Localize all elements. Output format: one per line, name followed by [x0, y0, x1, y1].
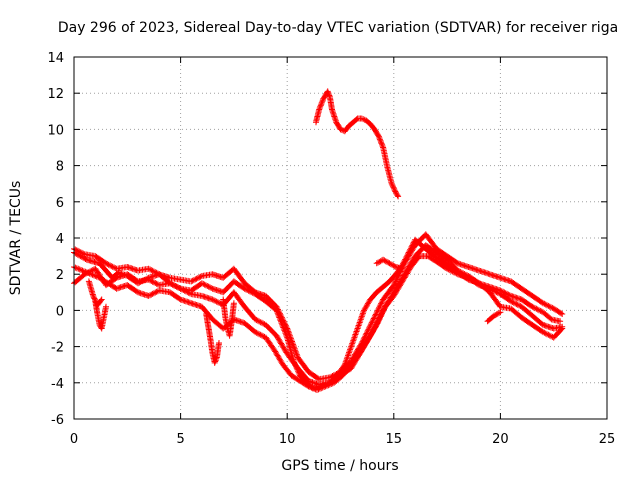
x-tick-label: 0 — [70, 432, 78, 447]
x-tick-label: 20 — [492, 432, 509, 447]
axis-ticks — [73, 56, 608, 420]
y-tick-label: -2 — [51, 341, 64, 356]
series-trace-10 — [484, 309, 504, 325]
data-marker — [373, 256, 406, 272]
x-tick-label: 10 — [279, 432, 296, 447]
data-marker — [484, 309, 504, 325]
y-tick-label: 14 — [47, 51, 64, 66]
series-trace-8 — [85, 278, 105, 308]
data-marker — [313, 88, 402, 200]
y-tick-label: 0 — [56, 304, 64, 319]
y-tick-label: -4 — [51, 377, 64, 392]
grid-lines — [74, 57, 607, 419]
series-trace-9 — [373, 256, 406, 272]
series-trace-6 — [203, 311, 222, 366]
y-tick-labels: -6 -4 -2 0 2 4 6 8 10 12 14 — [47, 51, 64, 428]
data-points — [71, 88, 566, 393]
y-tick-label: -6 — [51, 413, 64, 428]
y-tick-label: 4 — [56, 232, 64, 247]
x-tick-labels: 0 5 10 15 20 25 — [70, 432, 615, 447]
x-tick-label: 25 — [599, 432, 616, 447]
data-marker — [85, 278, 105, 308]
y-tick-label: 6 — [56, 196, 64, 211]
series-upper-arc — [313, 88, 402, 200]
y-axis-label: SDTVAR / TECUs — [8, 181, 24, 296]
x-tick-label: 5 — [176, 432, 184, 447]
x-tick-label: 15 — [386, 432, 403, 447]
y-tick-label: 12 — [47, 87, 64, 102]
series-trace-7 — [220, 296, 237, 339]
y-tick-label: 10 — [47, 123, 64, 138]
data-marker — [220, 296, 237, 339]
y-tick-label: 8 — [56, 160, 64, 175]
y-tick-label: 2 — [56, 268, 64, 283]
chart-title: Day 296 of 2023, Sidereal Day-to-day VTE… — [58, 20, 618, 36]
data-marker — [203, 311, 222, 366]
x-axis-label: GPS time / hours — [281, 458, 398, 474]
